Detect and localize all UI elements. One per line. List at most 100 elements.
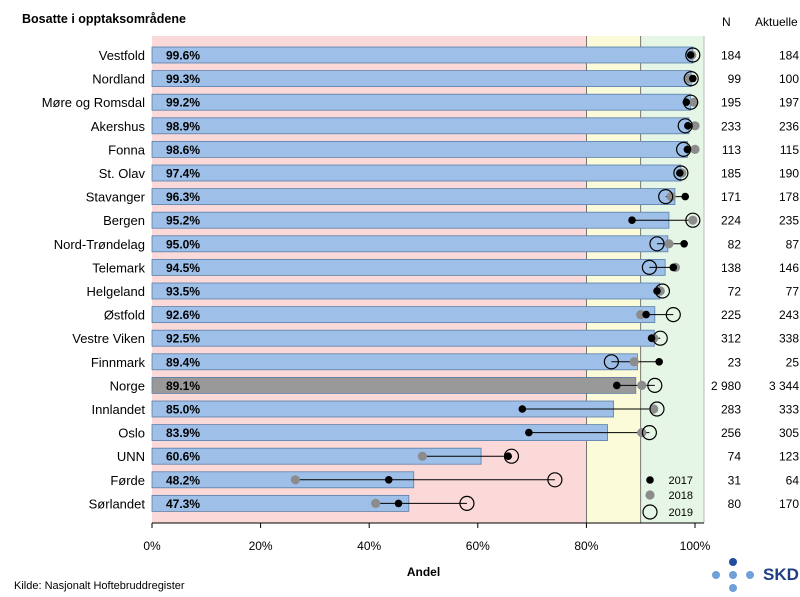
row-label: Nordland [92, 72, 145, 87]
row-label: UNN [117, 449, 145, 464]
legend-marker-2017 [646, 476, 654, 484]
bar [151, 70, 692, 87]
bar [151, 93, 692, 111]
count-actual: 123 [779, 450, 799, 464]
bar [151, 117, 690, 135]
bar [151, 211, 670, 229]
point-2017 [628, 216, 636, 224]
point-2019 [673, 165, 689, 181]
point-2017 [525, 428, 533, 437]
bar-value-label: 48.2% [166, 473, 200, 487]
legend-marker-2018 [645, 490, 655, 500]
count-n: 113 [722, 143, 741, 157]
bar [151, 140, 688, 158]
x-tick-label: 20% [249, 539, 273, 553]
count-actual: 170 [779, 497, 799, 511]
point-2018 [636, 310, 646, 320]
row-label: Oslo [118, 426, 145, 441]
bar-value-label: 85.0% [166, 403, 200, 417]
point-2019 [677, 118, 693, 134]
bar [151, 282, 661, 300]
count-actual: 87 [786, 237, 800, 251]
count-n: 283 [721, 403, 741, 417]
count-actual: 235 [779, 214, 799, 228]
bar-value-label: 98.9% [166, 119, 200, 133]
count-actual: 184 [779, 49, 799, 63]
chart-title: Bosatte i opptaksområdene [22, 12, 186, 26]
count-actual: 115 [780, 143, 799, 157]
count-actual: 338 [779, 332, 799, 346]
point-2018 [417, 451, 428, 461]
point-2018 [689, 97, 699, 107]
point-2018 [664, 239, 674, 249]
source-note: Kilde: Nasjonalt Hoftebruddregister [14, 580, 185, 592]
point-2017 [675, 169, 684, 177]
point-2019 [649, 236, 665, 252]
row-label: Bergen [103, 213, 145, 228]
point-2019 [683, 94, 699, 110]
bar-value-label: 89.4% [166, 355, 200, 369]
bar-value-label: 92.6% [166, 308, 200, 322]
row-label: Østfold [104, 308, 145, 323]
legend-label: 2018 [669, 490, 693, 502]
count-actual: 305 [779, 426, 799, 440]
count-actual: 64 [786, 473, 800, 487]
point-2017 [504, 452, 513, 461]
point-2019 [654, 283, 671, 299]
count-n: 185 [721, 167, 741, 181]
bar-value-label: 98.6% [166, 143, 200, 157]
row-label: Finnmark [91, 355, 146, 370]
zone-high [640, 36, 704, 523]
point-2019 [649, 401, 665, 417]
point-2019 [652, 330, 668, 346]
point-2017 [689, 74, 697, 83]
point-2017 [684, 122, 692, 130]
point-2017 [613, 381, 621, 390]
point-2018 [629, 357, 639, 367]
bar [151, 258, 666, 276]
row-label: Vestre Viken [72, 331, 145, 346]
bar [151, 235, 669, 253]
row-label: Stavanger [86, 190, 146, 205]
legend-label: 2019 [669, 507, 693, 519]
count-n: 138 [721, 261, 741, 275]
x-tick-label: 40% [357, 539, 381, 553]
bar-value-label: 99.2% [166, 96, 200, 110]
point-2019 [603, 354, 619, 370]
bar [151, 46, 694, 64]
point-2018 [290, 475, 300, 485]
row-label: Vestfold [99, 48, 145, 63]
row-label: Innlandet [92, 402, 146, 417]
bar [151, 188, 676, 206]
count-actual: 77 [786, 285, 800, 299]
point-2019 [675, 141, 692, 157]
row-label: Nord-Trøndelag [54, 237, 145, 252]
count-actual: 25 [786, 355, 800, 369]
count-n: 74 [728, 450, 742, 464]
count-actual: 178 [779, 190, 799, 204]
point-2019 [665, 307, 681, 323]
count-n: 23 [728, 355, 742, 369]
count-n: 233 [721, 119, 741, 133]
point-2019 [641, 259, 657, 275]
zone-low [152, 36, 587, 523]
row-label: Sørlandet [89, 496, 146, 511]
count-actual: 243 [779, 308, 799, 322]
point-2017 [680, 240, 688, 248]
bar-value-label: 47.3% [166, 497, 200, 511]
point-2018 [371, 498, 381, 508]
logo-text: SKDE [763, 565, 800, 584]
bar-value-label: 89.1% [166, 379, 200, 393]
legend-label: 2017 [669, 475, 693, 487]
row-label: St. Olav [99, 166, 146, 181]
count-actual: 236 [779, 119, 799, 133]
point-2018 [637, 380, 647, 390]
row-label: Møre og Romsdal [42, 95, 145, 110]
row-label: Førde [110, 473, 145, 488]
point-2019 [547, 472, 563, 488]
count-actual: 3 344 [769, 379, 799, 393]
point-2018 [666, 192, 676, 202]
row-label: Helgeland [86, 284, 145, 299]
bar-value-label: 95.2% [166, 214, 200, 228]
count-n: 99 [728, 72, 742, 86]
